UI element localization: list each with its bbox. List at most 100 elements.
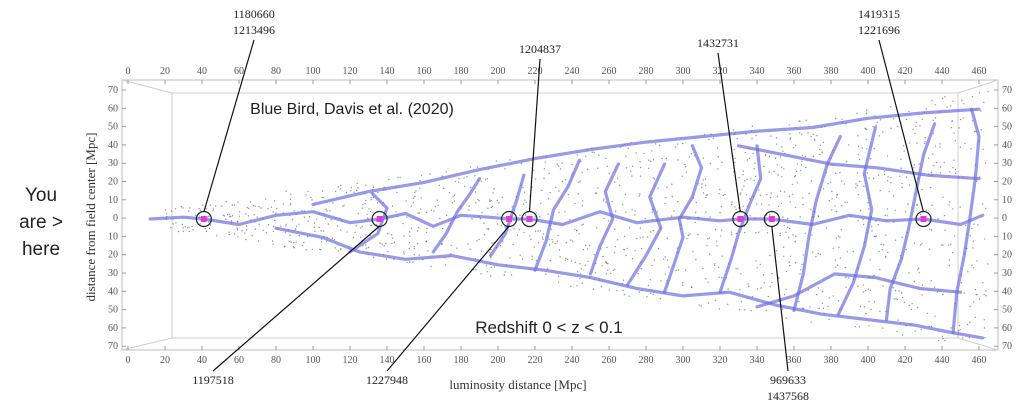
- galaxy-point: [605, 273, 608, 275]
- filament: [755, 272, 963, 309]
- y-tick-label-left: 10: [108, 231, 118, 242]
- filament: [792, 135, 842, 313]
- galaxy-point: [558, 211, 560, 213]
- galaxy-point: [587, 168, 589, 170]
- galaxy-point: [939, 172, 941, 174]
- galaxy-point: [931, 99, 933, 102]
- galaxy-point: [290, 241, 292, 243]
- galaxy-point: [570, 239, 572, 241]
- galaxy-point: [418, 212, 421, 214]
- galaxy-point: [267, 208, 269, 210]
- galaxy-point: [755, 232, 757, 234]
- galaxy-point: [548, 172, 550, 175]
- galaxy-point: [631, 258, 634, 260]
- galaxy-point: [241, 230, 243, 232]
- galaxy-point: [574, 228, 576, 231]
- galaxy-point: [257, 240, 260, 242]
- callout-label: 1213496: [233, 23, 275, 37]
- galaxy-point: [469, 186, 472, 189]
- galaxy-point: [272, 211, 274, 213]
- galaxy-point: [285, 190, 287, 192]
- galaxy-point: [845, 161, 848, 163]
- galaxy-point: [677, 159, 679, 161]
- galaxy-point: [770, 135, 772, 137]
- galaxy-point: [817, 215, 819, 218]
- galaxy-point: [292, 218, 294, 221]
- galaxy-point: [189, 207, 191, 209]
- galaxy-point: [414, 191, 416, 194]
- galaxy-point: [561, 180, 564, 183]
- galaxy-point: [896, 298, 898, 301]
- galaxy-point: [953, 159, 955, 161]
- galaxy-point: [403, 251, 405, 253]
- galaxy-point: [825, 227, 828, 229]
- galaxy-point: [412, 202, 414, 204]
- galaxy-point: [681, 284, 684, 286]
- galaxy-point: [901, 236, 903, 239]
- galaxy-point: [876, 121, 878, 123]
- x-tick-label-bottom: 420: [898, 355, 913, 366]
- y-tick-label-left: 50: [108, 305, 118, 316]
- galaxy-point: [383, 245, 385, 247]
- galaxy-point: [591, 151, 593, 153]
- galaxy-point: [817, 287, 819, 289]
- galaxy-point: [928, 157, 930, 159]
- galaxy-point: [310, 196, 312, 199]
- galaxy-point: [370, 224, 372, 227]
- galaxy-point: [652, 177, 654, 179]
- galaxy-point: [879, 189, 881, 192]
- galaxy-point: [865, 112, 868, 115]
- you-are-here-line-1: You: [24, 185, 58, 206]
- galaxy-point: [320, 230, 322, 232]
- galaxy-point: [878, 135, 881, 137]
- galaxy-point: [766, 232, 769, 234]
- galaxy-point: [237, 221, 239, 223]
- galaxy-point: [789, 264, 791, 267]
- galaxy-point: [867, 288, 870, 290]
- galaxy-point: [794, 176, 796, 178]
- galaxy-point: [862, 218, 864, 221]
- galaxy-point: [885, 234, 887, 236]
- galaxy-point: [188, 226, 190, 228]
- galaxy-point: [783, 168, 785, 170]
- galaxy-point: [765, 220, 767, 222]
- galaxy-point: [785, 317, 787, 319]
- galaxy-point: [578, 181, 580, 184]
- y-tick-label-right: 50: [1002, 305, 1012, 316]
- galaxy-point: [896, 330, 898, 333]
- galaxy-point: [293, 241, 295, 244]
- galaxy-point: [585, 155, 587, 157]
- galaxy-point: [228, 213, 231, 216]
- filament: [533, 158, 581, 272]
- galaxy-point: [622, 279, 625, 281]
- galaxy-point: [228, 233, 231, 236]
- galaxy-point: [692, 251, 694, 253]
- galaxy-point: [987, 91, 989, 93]
- galaxy-point: [608, 289, 610, 291]
- galaxy-point: [983, 238, 986, 240]
- galaxy-point: [402, 222, 404, 225]
- galaxy-point: [974, 289, 977, 291]
- galaxy-point: [802, 254, 804, 256]
- galaxy-point: [795, 235, 797, 238]
- galaxy-point: [640, 267, 642, 270]
- callout-label: 1432731: [697, 36, 739, 50]
- galaxy-point: [227, 214, 229, 216]
- galaxy-point: [702, 192, 705, 194]
- galaxy-point: [914, 132, 916, 135]
- galaxy-point: [253, 214, 255, 216]
- x-tick-label-top: 60: [234, 66, 244, 77]
- galaxy-point: [613, 252, 616, 254]
- galaxy-point: [682, 281, 684, 284]
- galaxy-point: [439, 217, 441, 220]
- galaxy-point: [481, 212, 483, 214]
- y-tick-label-left: 30: [108, 268, 118, 279]
- galaxy-point: [748, 157, 751, 160]
- galaxy-point: [717, 266, 720, 269]
- galaxy-point: [769, 196, 772, 199]
- galaxy-point: [581, 205, 583, 207]
- x-tick-label-top: 120: [343, 66, 358, 77]
- galaxy-point: [593, 254, 595, 256]
- galaxy-point: [835, 172, 837, 174]
- galaxy-point: [918, 163, 920, 165]
